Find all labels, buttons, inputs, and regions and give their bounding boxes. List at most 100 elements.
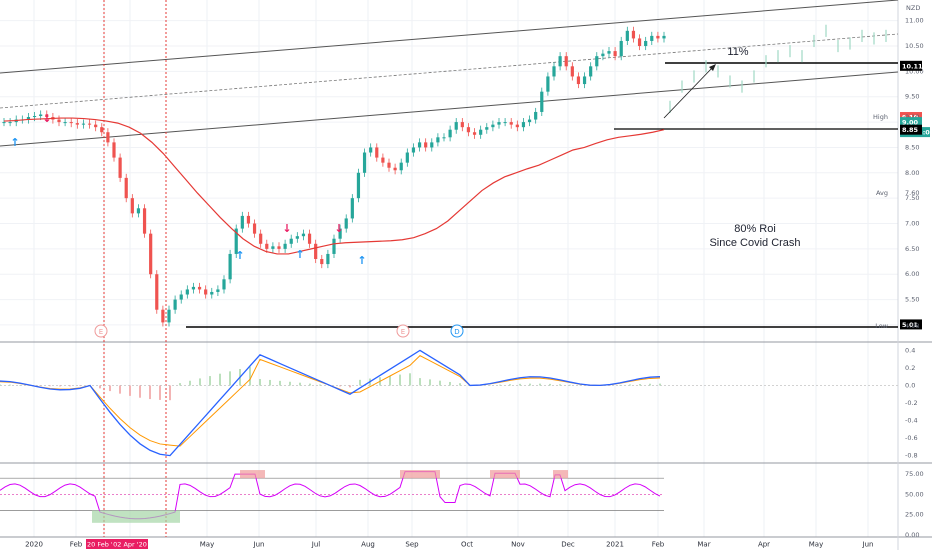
x-axis-tick: Sep <box>405 541 419 549</box>
x-axis-tick: Feb <box>70 541 83 549</box>
candle-body <box>454 122 458 130</box>
candle-body <box>387 162 391 168</box>
price-axis-tick: 7.00 <box>905 220 919 228</box>
buy-arrow-icon: ↑ <box>357 254 366 267</box>
x-axis-tick: Oct <box>461 541 473 549</box>
projection-arrow-head <box>709 64 716 71</box>
candle-body <box>656 35 660 39</box>
candle-body <box>460 122 464 128</box>
candle-body <box>595 56 599 67</box>
rsi-axis-tick: 25.00 <box>905 511 924 519</box>
rsi-axis-tick: 50.00 <box>905 490 924 498</box>
price-axis-tick: 8.00 <box>905 169 919 177</box>
candle-body <box>45 114 49 118</box>
event-marker-e-icon <box>396 324 410 338</box>
candle-body <box>399 162 403 171</box>
candle-body <box>234 228 238 254</box>
candle-body <box>436 137 440 143</box>
rsi-zone-fill <box>240 470 265 479</box>
price-label-value: 8.85 <box>902 126 919 134</box>
annotation-roi: 80% Roi <box>734 223 776 235</box>
candle-body <box>204 289 208 295</box>
candle-body <box>228 253 232 280</box>
annotation-since-covid: Since Covid Crash <box>709 237 800 249</box>
candle-body <box>2 122 6 124</box>
candle-body <box>179 294 183 300</box>
macd-axis-tick: -0.8 <box>905 452 918 460</box>
candle-body <box>289 238 293 244</box>
candle-body <box>527 119 532 123</box>
candle-body <box>393 167 397 171</box>
candle-body <box>607 51 611 54</box>
price-axis-tick: 6.50 <box>905 245 919 253</box>
macd-axis-tick: -0.2 <box>905 399 918 407</box>
candle-body <box>106 132 110 143</box>
candle-body <box>479 129 483 135</box>
candle-body <box>472 132 477 135</box>
event-marker-e-icon <box>94 324 108 338</box>
price-label-plain: 9.10 <box>905 113 919 121</box>
candle-body <box>69 122 73 124</box>
candle-body <box>650 35 654 41</box>
candle-body <box>130 198 134 214</box>
macd-axis-tick: -0.4 <box>905 417 918 425</box>
price-axis-tick: 10.50 <box>905 42 924 50</box>
candle-body <box>307 233 312 244</box>
candle-body <box>381 157 385 163</box>
candle-body <box>356 172 361 199</box>
price-axis-tick: 10.00 <box>905 67 924 75</box>
macd-axis-tick: -0.6 <box>905 434 918 442</box>
date-marker-box <box>86 539 122 549</box>
macd-line <box>0 349 661 457</box>
candle-body <box>362 152 367 173</box>
x-axis-tick: Nov <box>511 541 525 549</box>
candle-body <box>625 30 629 41</box>
candle-body <box>375 147 379 158</box>
candle-body <box>112 142 116 158</box>
candle-body <box>644 40 648 47</box>
price-label-plain: 4.98 <box>905 322 919 330</box>
candle-body <box>32 116 37 118</box>
buy-arrow-icon: ↑ <box>295 248 304 261</box>
candle-body <box>271 246 275 249</box>
candle-body <box>326 253 330 265</box>
candle-body <box>411 147 416 153</box>
candle-body <box>246 215 251 224</box>
candle-body <box>558 56 562 67</box>
rsi-axis-tick: 75.00 <box>905 470 924 478</box>
candle-body <box>210 291 214 295</box>
candle-body <box>283 243 287 249</box>
price-label-value: 9.00 <box>902 119 919 127</box>
x-axis-tick: Aug <box>361 541 375 549</box>
candle-body <box>185 289 189 295</box>
candle-body <box>100 127 104 133</box>
candle-body <box>136 208 141 214</box>
candle-body <box>277 246 281 249</box>
candle-body <box>344 218 348 229</box>
candle-body <box>8 122 12 124</box>
candle-body <box>259 233 263 244</box>
candle-body <box>601 53 605 57</box>
grid <box>0 0 898 537</box>
moving-average-line <box>3 117 665 255</box>
candle-body <box>167 309 171 323</box>
sell-arrow-icon: ↓ <box>42 112 51 125</box>
price-label-value: 10.11 <box>902 62 923 70</box>
rsi-zone-fill <box>400 470 440 479</box>
candle-body <box>124 177 128 199</box>
sell-arrow-icon: ↓ <box>334 222 343 235</box>
date-marker-box <box>112 539 148 549</box>
candle-body <box>155 274 159 310</box>
projection-arrow <box>663 67 713 119</box>
rsi-zone-fill <box>92 510 180 523</box>
candle-body <box>149 233 153 275</box>
candle-body <box>39 114 43 117</box>
candle-body <box>515 124 519 128</box>
candle-body <box>662 35 666 39</box>
channel-mid-line <box>0 33 899 109</box>
x-axis-tick: Apr <box>758 541 770 549</box>
channel-lower-line <box>0 71 899 147</box>
candle-body <box>619 40 623 57</box>
